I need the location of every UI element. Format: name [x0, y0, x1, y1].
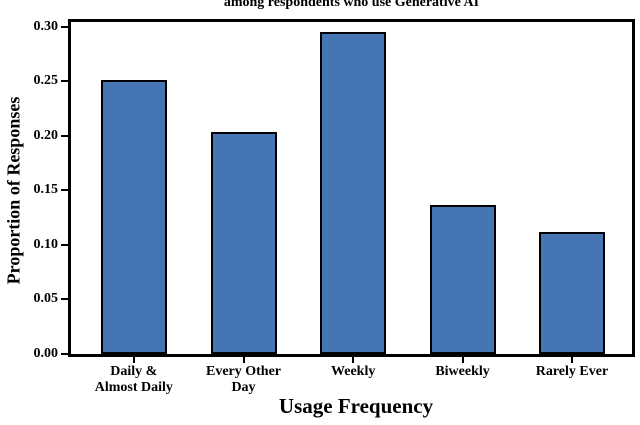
y-tick-label: 0.25	[33, 73, 59, 89]
plot-area	[68, 19, 635, 357]
y-tick-mark	[61, 189, 68, 192]
bar-0	[100, 80, 167, 354]
bar-2	[320, 32, 387, 354]
chart-title: among respondents who use Generative AI	[223, 0, 480, 10]
bar-1	[210, 132, 277, 354]
x-axis-label: Usage Frequency	[278, 394, 434, 418]
x-tick-label: Biweekly	[435, 364, 490, 379]
y-tick-label: 0.30	[33, 18, 59, 34]
y-tick-mark	[61, 25, 68, 28]
x-tick-mark	[352, 357, 355, 363]
y-tick-label: 0.15	[33, 182, 59, 198]
y-tick-label: 0.05	[33, 291, 59, 307]
x-tick-label: Weekly	[331, 364, 376, 379]
x-tick-label: Rarely Ever	[535, 364, 609, 379]
y-tick-label: 0.20	[33, 127, 59, 143]
bar-4	[538, 232, 605, 354]
y-tick-label: 0.00	[33, 346, 59, 361]
x-tick-mark	[461, 357, 464, 363]
y-tick-label: 0.10	[33, 236, 59, 252]
x-tick-label: Every Other Day	[205, 364, 282, 395]
y-tick-mark	[61, 298, 68, 301]
x-tick-mark	[132, 357, 135, 363]
y-tick-mark	[61, 134, 68, 137]
y-tick-mark	[61, 243, 68, 246]
x-tick-mark	[570, 357, 573, 363]
x-tick-mark	[242, 357, 245, 363]
y-tick-mark	[61, 353, 68, 355]
x-tick-label: Daily & Almost Daily	[94, 364, 173, 395]
y-tick-mark	[61, 80, 68, 83]
bar-3	[429, 205, 496, 354]
